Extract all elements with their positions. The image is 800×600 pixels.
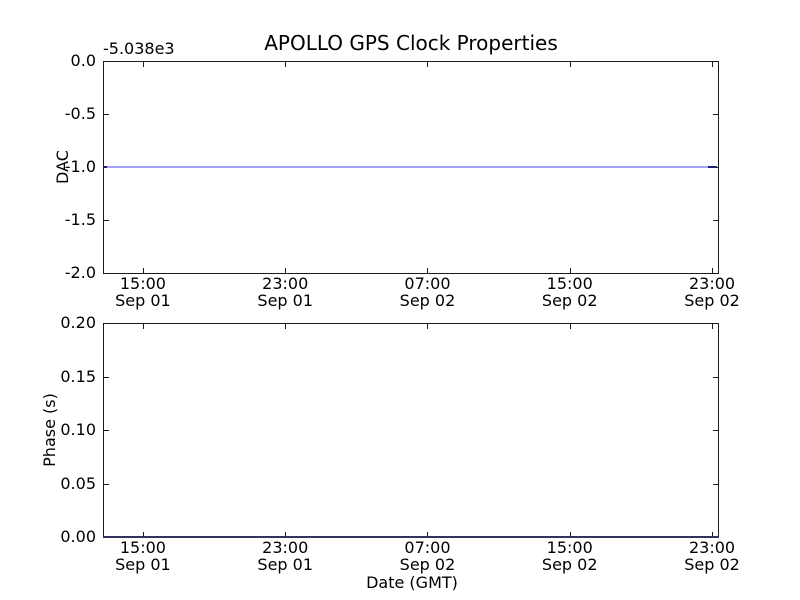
x-tick: [427, 62, 429, 67]
x-tick: [285, 62, 287, 67]
x-tick-label: 23:00 Sep 02: [662, 538, 762, 574]
x-tick-time: 23:00: [262, 274, 309, 293]
y-tick: [104, 114, 109, 115]
x-tick-label: 15:00 Sep 01: [93, 274, 193, 310]
x-tick-label: 15:00 Sep 02: [520, 274, 620, 310]
x-tick-time: 07:00: [404, 538, 451, 557]
y-tick: [713, 430, 718, 431]
y-tick: [104, 376, 109, 378]
y-tick: [713, 323, 718, 324]
y-tick-label: 0.00: [60, 527, 96, 546]
x-tick-time: 23:00: [688, 538, 736, 557]
y-tick-label: 0.20: [60, 313, 96, 332]
x-tick: [569, 62, 571, 67]
x-tick-time: 07:00: [404, 274, 451, 293]
y-tick: [104, 430, 109, 431]
dac-data-line: [103, 166, 717, 168]
x-tick: [285, 532, 287, 537]
x-tick-time: 15:00: [119, 538, 166, 557]
x-tick: [142, 268, 144, 273]
y-axis-offset-text: -5.038e3: [103, 39, 175, 58]
x-tick: [142, 62, 144, 67]
x-tick: [712, 62, 714, 67]
x-tick: [569, 268, 571, 273]
dac-data-line-end-cap: [707, 166, 717, 168]
x-tick-label: 07:00 Sep 02: [377, 538, 477, 574]
figure-title: APOLLO GPS Clock Properties: [264, 31, 558, 55]
y-tick: [713, 483, 718, 485]
xlabel-date-gmt: Date (GMT): [366, 573, 458, 592]
y-tick: [104, 323, 109, 324]
y-tick: [713, 61, 718, 62]
x-tick-date: Sep 02: [541, 554, 598, 574]
x-tick: [285, 324, 287, 329]
x-tick: [142, 532, 144, 537]
x-tick-label: 23:00 Sep 01: [235, 538, 335, 574]
x-tick: [427, 324, 429, 329]
x-tick-date: Sep 01: [257, 290, 314, 310]
y-tick: [713, 114, 718, 115]
x-tick: [712, 324, 714, 329]
y-tick: [104, 273, 109, 274]
bottom-axes-phase-plot: [103, 323, 719, 538]
y-tick: [713, 273, 718, 274]
y-tick-label: -1.0: [64, 157, 96, 176]
x-tick: [142, 324, 144, 329]
y-tick: [104, 220, 109, 221]
x-tick-time: 23:00: [262, 538, 309, 557]
x-tick-time: 23:00: [688, 274, 736, 293]
x-tick: [569, 324, 571, 329]
y-tick: [713, 220, 718, 221]
x-tick-time: 15:00: [546, 274, 593, 293]
x-tick-label: 23:00 Sep 02: [662, 274, 762, 310]
x-tick-date: Sep 02: [684, 554, 740, 574]
x-tick-date: Sep 01: [115, 290, 171, 310]
x-tick-label: 15:00 Sep 01: [93, 538, 193, 574]
x-tick: [427, 268, 429, 273]
y-tick: [104, 61, 109, 62]
y-tick-label: -2.0: [64, 263, 96, 282]
x-tick-date: Sep 02: [399, 554, 456, 574]
x-tick-date: Sep 01: [115, 554, 171, 574]
x-tick-date: Sep 02: [541, 290, 598, 310]
dac-data-line-start-cap: [103, 166, 108, 168]
phase-data-line: [103, 536, 719, 538]
x-tick-label: 15:00 Sep 02: [520, 538, 620, 574]
x-tick-date: Sep 02: [399, 290, 456, 310]
x-tick: [427, 532, 429, 537]
x-tick-date: Sep 02: [684, 290, 740, 310]
x-tick: [712, 268, 714, 273]
x-tick: [569, 532, 571, 537]
x-tick-date: Sep 01: [257, 554, 314, 574]
x-tick-time: 15:00: [119, 274, 166, 293]
y-tick: [104, 483, 109, 485]
y-tick-label: 0.0: [70, 51, 96, 70]
y-tick-label: 0.15: [60, 366, 96, 386]
x-tick: [712, 532, 714, 537]
y-tick-label: 0.10: [60, 420, 96, 439]
y-tick-label: 0.05: [60, 473, 96, 493]
y-tick-label: -0.5: [64, 104, 96, 123]
x-tick-time: 15:00: [546, 538, 593, 557]
y-tick-label: -1.5: [64, 210, 96, 229]
x-tick: [285, 268, 287, 273]
x-tick-label: 23:00 Sep 01: [235, 274, 335, 310]
x-tick-label: 07:00 Sep 02: [377, 274, 477, 310]
y-tick: [713, 376, 718, 378]
